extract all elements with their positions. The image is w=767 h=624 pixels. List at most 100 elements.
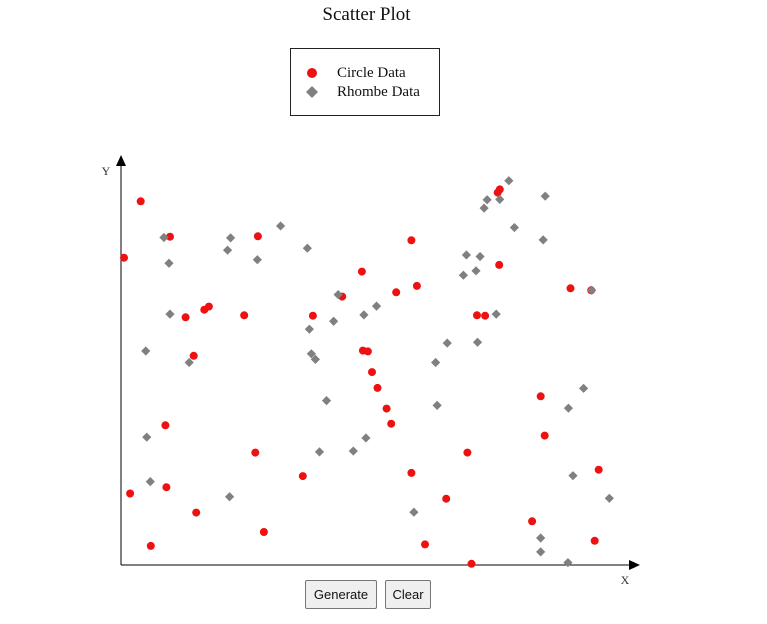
diamond-marker-icon [306,86,318,98]
rhombe-data-point [348,446,358,456]
circle-data-point [240,311,249,320]
rhombe-data-point [538,235,548,245]
rhombe-data-point [222,245,233,255]
circle-data-point [373,383,382,392]
circle-data-point [528,517,537,526]
rhombe-data-point [314,447,325,457]
clear-button[interactable]: Clear [385,580,431,609]
rhombe-data-point [458,270,468,280]
rhombe-data-point [472,337,483,347]
rhombe-data-point [306,349,316,359]
chart-legend: Circle Data Rhombe Data [290,48,440,116]
rhombe-data-point [225,233,236,243]
circle-data-point [363,347,372,356]
circle-data-point [407,236,416,245]
rhombe-data-point [563,558,573,568]
rhombe-data-point [252,255,262,265]
circle-data-point [357,267,366,276]
circle-data-point [253,232,262,241]
rhombe-data-point [475,251,485,262]
rhombe-data-point [165,309,175,319]
rhombe-data-point [461,250,472,260]
circle-data-point [536,392,545,401]
circle-data-point [387,419,396,428]
rhombe-data-point [184,357,194,368]
circle-data-point [166,232,174,241]
chart-axes: XY [102,155,640,587]
circle-marker-icon [307,68,317,78]
circle-data-point [192,508,201,517]
circle-data-point [298,472,307,481]
circle-data-point [308,311,317,320]
rhombe-data-point [321,396,332,406]
rhombe-data-point [141,346,151,356]
rhombe-data-point [224,492,235,502]
rhombe-data-point [504,176,514,186]
rhombe-data-point [432,400,442,411]
y-axis-arrow-icon [116,155,126,166]
rhombe-data-point [482,195,492,205]
x-axis-label: X [621,573,630,587]
rhombe-data-point [164,258,174,268]
circle-data-point [421,540,429,549]
rhombe-data-point [359,310,369,320]
circle-data-point [540,431,549,440]
circle-data-point [120,253,128,262]
rhombe-data-point [371,301,382,311]
rhombe-data-point [509,222,519,233]
circle-data-point [473,311,481,320]
rhombe-data-point [578,383,589,393]
circle-data-point [189,351,198,360]
circle-data-point [146,541,155,550]
chart-points [120,176,614,568]
chart-title: Scatter Plot [322,4,411,25]
rhombe-data-point [304,324,314,334]
rhombe-data-point [495,194,505,204]
circle-data-point [126,489,135,498]
rhombe-data-point [159,232,169,243]
rhombe-data-point [409,507,419,517]
circle-data-point [495,260,504,269]
rhombe-data-point [302,243,312,253]
circle-data-point [162,483,171,492]
circle-data-point [467,559,476,568]
legend-item-rhombe: Rhombe Data [301,83,420,101]
rhombe-data-point [479,203,489,213]
rhombe-data-point [563,403,574,413]
circle-data-point [481,311,490,320]
circle-data-point [590,536,599,545]
x-axis-arrow-icon [629,560,640,570]
rhombe-data-point [604,493,614,503]
circle-data-point [442,494,451,503]
circle-data-point [382,404,391,413]
rhombe-data-point [491,309,501,319]
rhombe-data-point [310,354,321,364]
circle-data-point [259,528,268,536]
rhombe-data-point [568,471,578,481]
legend-label-circle: Circle Data [337,64,406,81]
legend-item-circle: Circle Data [301,64,406,82]
rhombe-data-point [333,290,343,300]
button-bar: Generate Clear [305,580,431,609]
circle-data-point [412,281,421,290]
rhombe-data-point [145,477,155,487]
circle-data-point [594,465,603,474]
circle-data-point [181,313,190,322]
rhombe-data-point [361,433,371,443]
circle-data-point [495,185,504,194]
circle-data-point [566,284,575,293]
circle-data-point [368,368,376,377]
rhombe-data-point [442,338,452,348]
rhombe-data-point [275,221,286,231]
rhombe-data-point [431,357,441,368]
circle-data-point [251,448,260,457]
rhombe-data-point [587,285,597,295]
generate-button[interactable]: Generate [305,580,377,609]
rhombe-data-point [536,533,546,543]
rhombe-data-point [471,266,481,276]
rhombe-data-point [142,432,152,442]
circle-data-point [161,421,170,430]
circle-data-point [392,288,401,297]
y-axis-label: Y [102,164,111,178]
